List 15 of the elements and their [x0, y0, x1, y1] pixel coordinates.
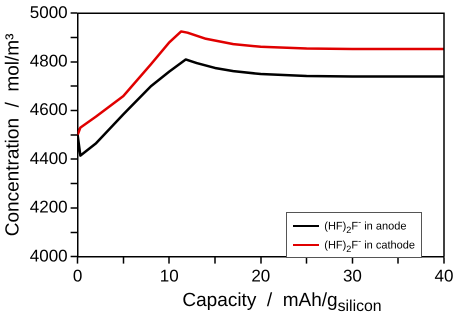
x-tick-label: 10: [160, 266, 179, 286]
x-axis-title: Capacity / mAh/g$_{silicon}$: [181, 290, 383, 316]
x-tick-label: 30: [342, 266, 362, 286]
y-tick-label: 5000: [30, 2, 68, 22]
y-tick-label: 4000: [30, 246, 68, 266]
legend-label: (HF)$_{2}$F$^{-}$ in anode: [324, 216, 406, 234]
x-tick-label: 0: [72, 266, 82, 286]
x-tick-label: 20: [251, 266, 270, 286]
x-tick-label: 40: [434, 266, 454, 286]
y-tick-label: 4600: [30, 100, 68, 120]
y-axis-title: Concentration / mol/m³: [2, 34, 24, 236]
y-tick-label: 4800: [30, 52, 68, 71]
legend-label: (HF)$_{2}$F$^{-}$ in cathode: [324, 236, 415, 254]
y-tick-label: 4400: [30, 148, 68, 168]
y-tick-label: 4200: [30, 198, 68, 217]
